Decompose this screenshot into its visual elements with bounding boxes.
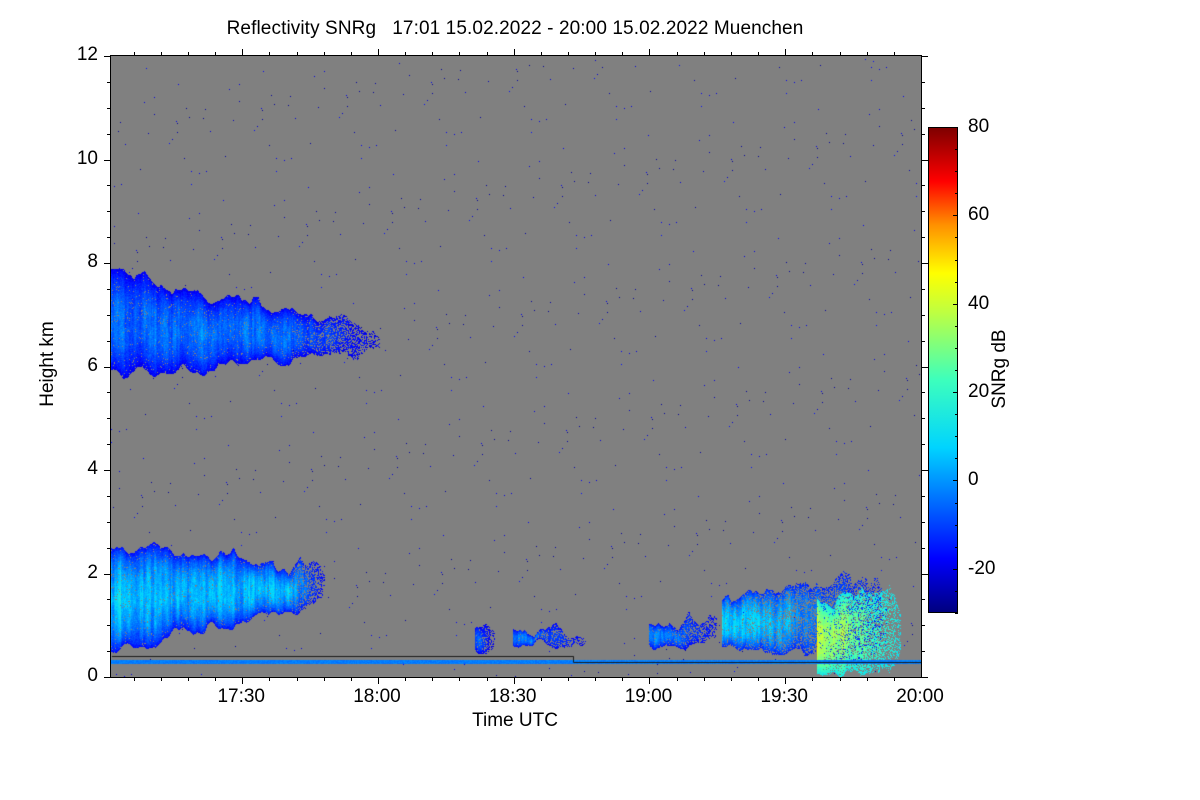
x-tick-label: 19:00 [624,686,673,707]
y-tick-label: 0 [87,665,98,686]
x-tick-label: 19:30 [760,686,808,707]
y-tick-label: 2 [87,561,98,583]
y-tick-label: 6 [87,354,98,376]
reflectivity-heatmap-canvas [111,56,921,677]
colorbar-tick-label: 40 [968,292,990,314]
colorbar-tick-label: 80 [968,116,990,137]
y-tick-label: 10 [76,147,98,169]
colorbar-tick-label: 60 [968,204,990,226]
colorbar-tick-label: 20 [968,381,990,403]
colorbar-gradient [928,127,958,613]
x-tick-label: 20:00 [896,686,944,707]
y-tick-label: 8 [87,251,98,272]
y-tick-label: 12 [76,44,98,65]
colorbar [928,127,958,614]
x-tick-label: 18:30 [488,686,537,707]
page-title: Reflectivity SNRg 17:01 15.02.2022 - 20:… [226,18,804,39]
colorbar-tick-label: 0 [968,469,979,491]
x-tick-label: 18:00 [353,686,401,707]
x-tick-label: 17:30 [217,686,265,707]
x-axis-title: Time UTC [472,710,558,731]
y-tick-label: 4 [87,458,98,479]
colorbar-tick-label: -20 [968,557,996,579]
plot-area [104,49,928,684]
